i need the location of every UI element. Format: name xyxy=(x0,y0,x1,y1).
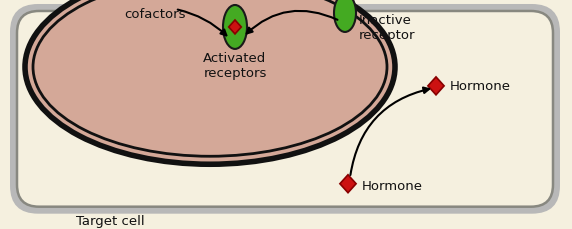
Text: Target cell: Target cell xyxy=(76,214,144,227)
Polygon shape xyxy=(428,78,444,95)
Text: Hormone: Hormone xyxy=(450,80,511,93)
Polygon shape xyxy=(229,21,241,35)
FancyBboxPatch shape xyxy=(10,5,560,214)
Ellipse shape xyxy=(25,0,395,165)
FancyBboxPatch shape xyxy=(17,12,553,207)
Text: Hormone: Hormone xyxy=(362,180,423,192)
Polygon shape xyxy=(340,175,356,193)
Ellipse shape xyxy=(334,0,356,33)
Text: Activated
receptors: Activated receptors xyxy=(203,52,267,79)
Text: Inactive
receptor: Inactive receptor xyxy=(359,14,415,42)
Ellipse shape xyxy=(223,6,247,50)
Text: cofactors: cofactors xyxy=(124,8,186,21)
